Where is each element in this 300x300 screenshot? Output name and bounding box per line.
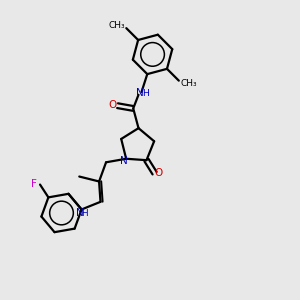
Text: CH₃: CH₃ (180, 79, 197, 88)
Text: N: N (120, 156, 128, 166)
Text: CH₃: CH₃ (108, 21, 125, 30)
Text: ·H: ·H (140, 89, 150, 98)
Text: N: N (76, 208, 84, 218)
Text: N: N (136, 88, 144, 98)
Text: H: H (81, 208, 88, 217)
Text: F: F (31, 179, 37, 189)
Text: O: O (109, 100, 117, 110)
Text: O: O (154, 168, 163, 178)
